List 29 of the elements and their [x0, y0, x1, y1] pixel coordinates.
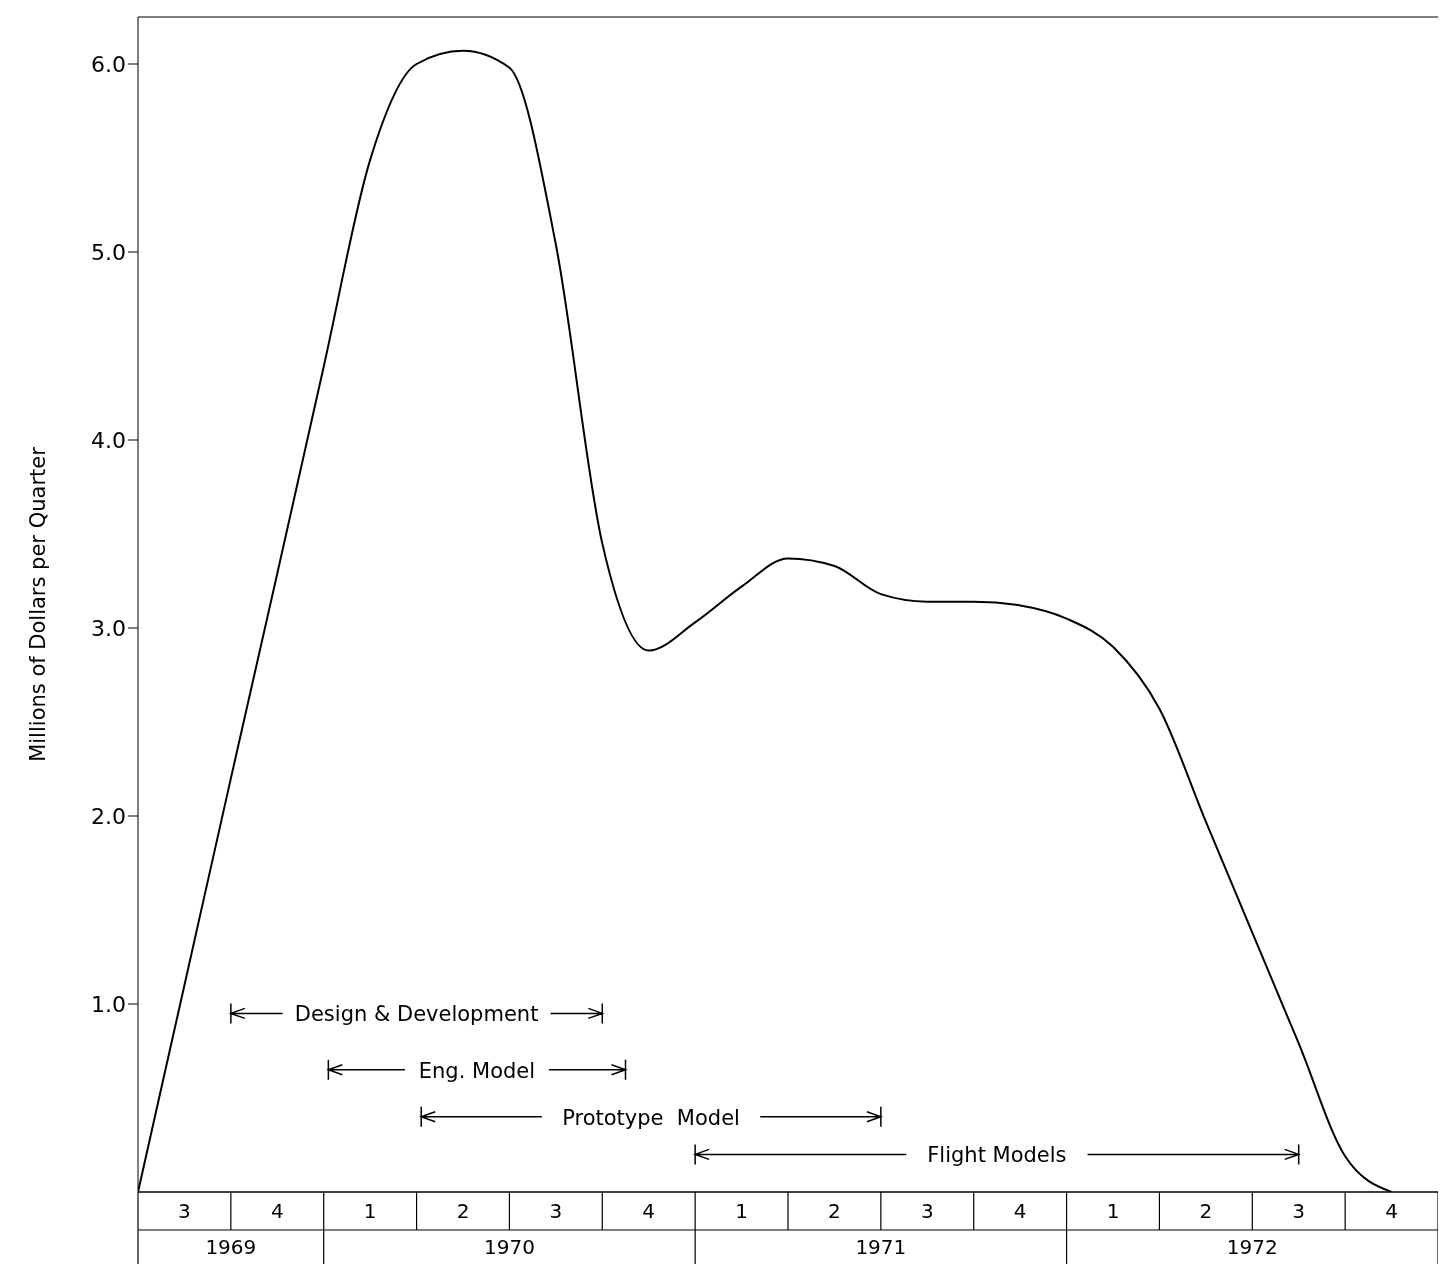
- y-tick-label: 2.0: [91, 803, 126, 829]
- y-tick-label: 3.0: [91, 615, 126, 641]
- x-tick-label: 4: [1013, 1199, 1027, 1223]
- text: 1970: [483, 1235, 535, 1259]
- y-tick-label: 4.0: [91, 427, 126, 453]
- annotation: Prototype Model: [562, 1105, 740, 1130]
- x-tick-label: 4: [270, 1199, 284, 1223]
- x-tick-label: 2: [456, 1199, 470, 1223]
- y-tick-label: 5.0: [91, 239, 126, 265]
- annotation: Flight Models: [927, 1143, 1067, 1168]
- x-tick-label: 1: [363, 1199, 377, 1223]
- x-tick-label: 2: [1199, 1199, 1213, 1223]
- text: 1972: [1226, 1235, 1278, 1259]
- x-tick-label: 2: [828, 1199, 841, 1223]
- y-tick-label: 6.0: [91, 51, 126, 77]
- annotation: Eng. Model: [418, 1058, 536, 1083]
- x-tick-label: 1: [735, 1199, 748, 1223]
- x-tick-label: 3: [1292, 1199, 1306, 1223]
- y-tick-label: 1.0: [91, 991, 126, 1017]
- x-tick-label: 3: [920, 1199, 934, 1223]
- x-tick-label: 1: [1106, 1199, 1120, 1223]
- x-tick-label: 3: [549, 1199, 563, 1223]
- x-tick-label: 3: [178, 1199, 191, 1223]
- x-tick-label: 4: [1385, 1199, 1398, 1223]
- y-axis-title: Millions of Dollars per Quarter: [26, 446, 51, 762]
- text: 1971: [855, 1235, 907, 1259]
- annotation: Design & Development: [294, 1002, 539, 1027]
- x-tick-label: 4: [642, 1199, 656, 1223]
- text: 1969: [205, 1235, 257, 1259]
